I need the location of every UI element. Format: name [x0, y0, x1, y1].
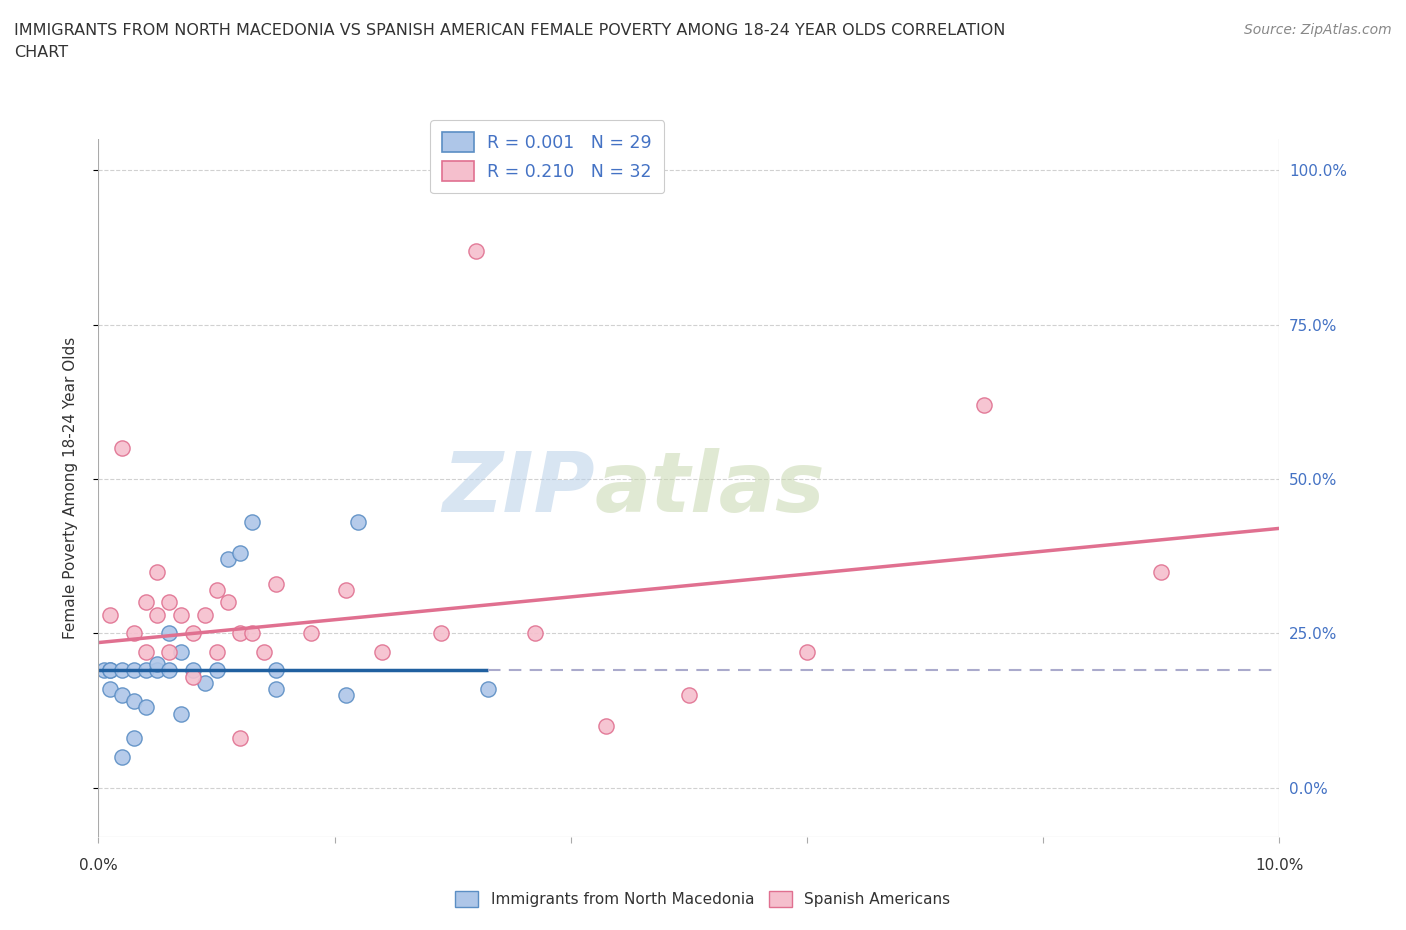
Point — [264, 663, 287, 678]
Point — [430, 626, 453, 641]
Point — [157, 663, 180, 678]
Text: ZIP: ZIP — [441, 447, 595, 529]
Y-axis label: Female Poverty Among 18-24 Year Olds: Female Poverty Among 18-24 Year Olds — [63, 338, 77, 640]
Point — [678, 687, 700, 702]
Point — [111, 687, 134, 702]
Point — [181, 663, 204, 678]
Point — [181, 669, 204, 684]
Point — [111, 441, 134, 456]
Point — [122, 663, 145, 678]
Point — [157, 626, 180, 641]
Point — [1150, 565, 1173, 579]
Point — [146, 663, 169, 678]
Point — [229, 546, 252, 561]
Point — [157, 644, 180, 659]
Point — [205, 644, 228, 659]
Point — [205, 663, 228, 678]
Point — [170, 644, 193, 659]
Point — [477, 682, 499, 697]
Text: atlas: atlas — [595, 447, 825, 529]
Point — [122, 731, 145, 746]
Point — [465, 243, 488, 258]
Point — [240, 626, 263, 641]
Point — [205, 583, 228, 598]
Point — [122, 626, 145, 641]
Point — [98, 663, 121, 678]
Point — [111, 663, 134, 678]
Point — [181, 626, 204, 641]
Point — [170, 607, 193, 622]
Text: CHART: CHART — [14, 45, 67, 60]
Point — [157, 595, 180, 610]
Point — [595, 719, 617, 734]
Point — [371, 644, 394, 659]
Point — [973, 397, 995, 412]
Point — [170, 706, 193, 721]
Point — [217, 595, 239, 610]
Point — [335, 583, 357, 598]
Point — [264, 682, 287, 697]
Point — [122, 694, 145, 709]
Text: 10.0%: 10.0% — [1256, 857, 1303, 872]
Point — [194, 607, 217, 622]
Point — [98, 663, 121, 678]
Point — [146, 657, 169, 671]
Point — [229, 626, 252, 641]
Point — [111, 750, 134, 764]
Point — [194, 675, 217, 690]
Point — [240, 515, 263, 530]
Point — [135, 663, 157, 678]
Legend: R = 0.001   N = 29, R = 0.210   N = 32: R = 0.001 N = 29, R = 0.210 N = 32 — [430, 120, 664, 193]
Point — [98, 607, 121, 622]
Point — [93, 663, 115, 678]
Point — [135, 700, 157, 715]
Point — [264, 577, 287, 591]
Point — [335, 687, 357, 702]
Point — [524, 626, 547, 641]
Text: IMMIGRANTS FROM NORTH MACEDONIA VS SPANISH AMERICAN FEMALE POVERTY AMONG 18-24 Y: IMMIGRANTS FROM NORTH MACEDONIA VS SPANI… — [14, 23, 1005, 38]
Point — [796, 644, 818, 659]
Point — [98, 682, 121, 697]
Text: Source: ZipAtlas.com: Source: ZipAtlas.com — [1244, 23, 1392, 37]
Point — [347, 515, 370, 530]
Point — [146, 565, 169, 579]
Text: 0.0%: 0.0% — [79, 857, 118, 872]
Point — [217, 551, 239, 566]
Legend: Immigrants from North Macedonia, Spanish Americans: Immigrants from North Macedonia, Spanish… — [450, 884, 956, 913]
Point — [299, 626, 322, 641]
Point — [253, 644, 276, 659]
Point — [229, 731, 252, 746]
Point — [135, 595, 157, 610]
Point — [135, 644, 157, 659]
Point — [146, 607, 169, 622]
